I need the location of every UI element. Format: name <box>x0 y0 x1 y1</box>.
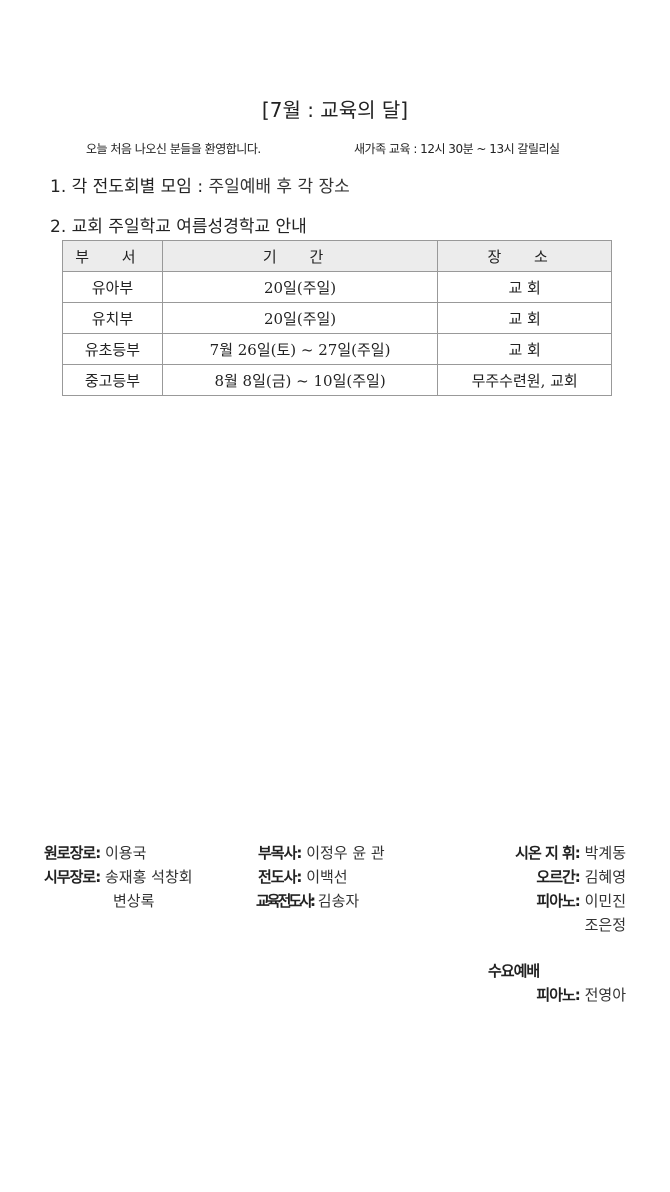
notice-label: 1. 각 전도회별 모임 : <box>50 177 204 197</box>
cell-dept: 유초등부 <box>62 333 163 365</box>
cell-period: 7월 26일(토) ~ 27일(주일) <box>161 333 439 365</box>
cell-period: 20일(주일) <box>161 302 439 334</box>
staff-label: 전도사: <box>258 868 302 886</box>
new-family-education: 새가족 교육 : 12시 30분 ~ 13시 갈릴리실 <box>354 142 560 156</box>
cell-dept: 유치부 <box>62 302 163 334</box>
notice-item-1: 1. 각 전도회별 모임 : 주일예배 후 각 장소 <box>50 172 350 197</box>
header-place: 장 소 <box>437 240 612 272</box>
staff-evangelist: 전도사: 이백선 <box>258 866 348 887</box>
staff-label: 오르간: <box>536 868 580 886</box>
staff-label: 피아노: <box>536 986 580 1004</box>
staff-value: 이정우 윤 관 <box>306 844 385 862</box>
table-row: 유초등부 7월 26일(토) ~ 27일(주일) 교 회 <box>62 333 612 365</box>
cell-dept: 중고등부 <box>62 364 163 396</box>
table-header-row: 부 서 기 간 장 소 <box>62 240 612 272</box>
staff-elders: 시무장로: 송재홍 석창회 <box>44 866 193 887</box>
staff-wed-piano: 피아노: 전영아 <box>536 984 626 1005</box>
table-row: 유치부 20일(주일) 교 회 <box>62 302 612 334</box>
header-period: 기 간 <box>161 240 439 272</box>
page-title: [7월 : 교육의 달] <box>261 98 409 122</box>
staff-value: 이용국 <box>104 844 147 862</box>
staff-piano: 피아노: 이민진 <box>536 890 626 911</box>
wednesday-service-title: 수요예배 <box>488 962 540 980</box>
staff-value: 이백선 <box>306 868 348 886</box>
staff-value: 김혜영 <box>584 868 626 886</box>
welcome-text: 오늘 처음 나오신 분들을 환영합니다. <box>86 142 261 156</box>
staff-value: 박계동 <box>584 844 626 862</box>
cell-place: 교 회 <box>437 302 612 334</box>
header-dept: 부 서 <box>62 240 163 272</box>
vbs-schedule-table: 부 서 기 간 장 소 유아부 20일(주일) 교 회 유치부 20일(주일) 교 회 … <box>62 240 612 396</box>
cell-place: 무주수련원, 교회 <box>437 364 612 396</box>
staff-value: 조은정 <box>584 916 626 934</box>
cell-place: 교 회 <box>437 333 612 365</box>
staff-label: 시무장로: <box>44 868 101 886</box>
cell-period: 20일(주일) <box>161 271 439 303</box>
staff-value: 송재홍 석창회 <box>104 868 193 886</box>
cell-place: 교 회 <box>437 271 612 303</box>
staff-organ: 오르간: 김혜영 <box>536 866 626 887</box>
staff-label: 부목사: <box>258 844 302 862</box>
staff-label: 시온 지 휘: <box>515 844 581 862</box>
staff-label: 피아노: <box>536 892 580 910</box>
staff-associate-pastor: 부목사: 이정우 윤 관 <box>258 842 385 863</box>
notice-value: 주일예배 후 각 장소 <box>203 177 350 197</box>
cell-period: 8월 8일(금) ~ 10일(주일) <box>161 364 439 396</box>
staff-conductor: 시온 지 휘: 박계동 <box>515 842 626 863</box>
cell-dept: 유아부 <box>62 271 163 303</box>
notice-item-2: 2. 교회 주일학교 여름성경학교 안내 <box>50 212 307 237</box>
staff-value: 이민진 <box>584 892 626 910</box>
staff-label: 교육전도사: <box>256 892 316 910</box>
staff-edu-evangelist: 교육전도사: 김송자 <box>256 890 359 911</box>
staff-value: 전영아 <box>584 986 626 1004</box>
table-row: 유아부 20일(주일) 교 회 <box>62 271 612 303</box>
staff-value: 변상록 <box>113 892 155 910</box>
staff-elder-emeritus: 원로장로: 이용국 <box>44 842 146 863</box>
table-row: 중고등부 8월 8일(금) ~ 10일(주일) 무주수련원, 교회 <box>62 364 612 396</box>
notice-label: 2. 교회 주일학교 여름성경학교 안내 <box>50 217 307 237</box>
staff-label: 원로장로: <box>44 844 101 862</box>
staff-value: 김송자 <box>317 892 360 910</box>
